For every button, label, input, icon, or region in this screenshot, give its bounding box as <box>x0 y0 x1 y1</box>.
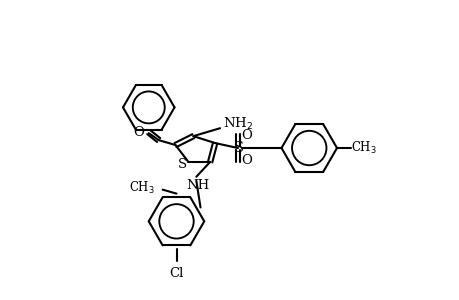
Text: Cl: Cl <box>169 267 183 280</box>
Text: O: O <box>133 126 144 139</box>
Text: CH$_3$: CH$_3$ <box>129 180 154 196</box>
Text: S: S <box>178 158 187 171</box>
Text: NH: NH <box>186 179 209 192</box>
Text: NH$_2$: NH$_2$ <box>223 116 253 132</box>
Text: S: S <box>233 141 243 155</box>
Text: CH$_3$: CH$_3$ <box>350 140 376 156</box>
Text: O: O <box>241 154 252 167</box>
Text: O: O <box>241 129 252 142</box>
